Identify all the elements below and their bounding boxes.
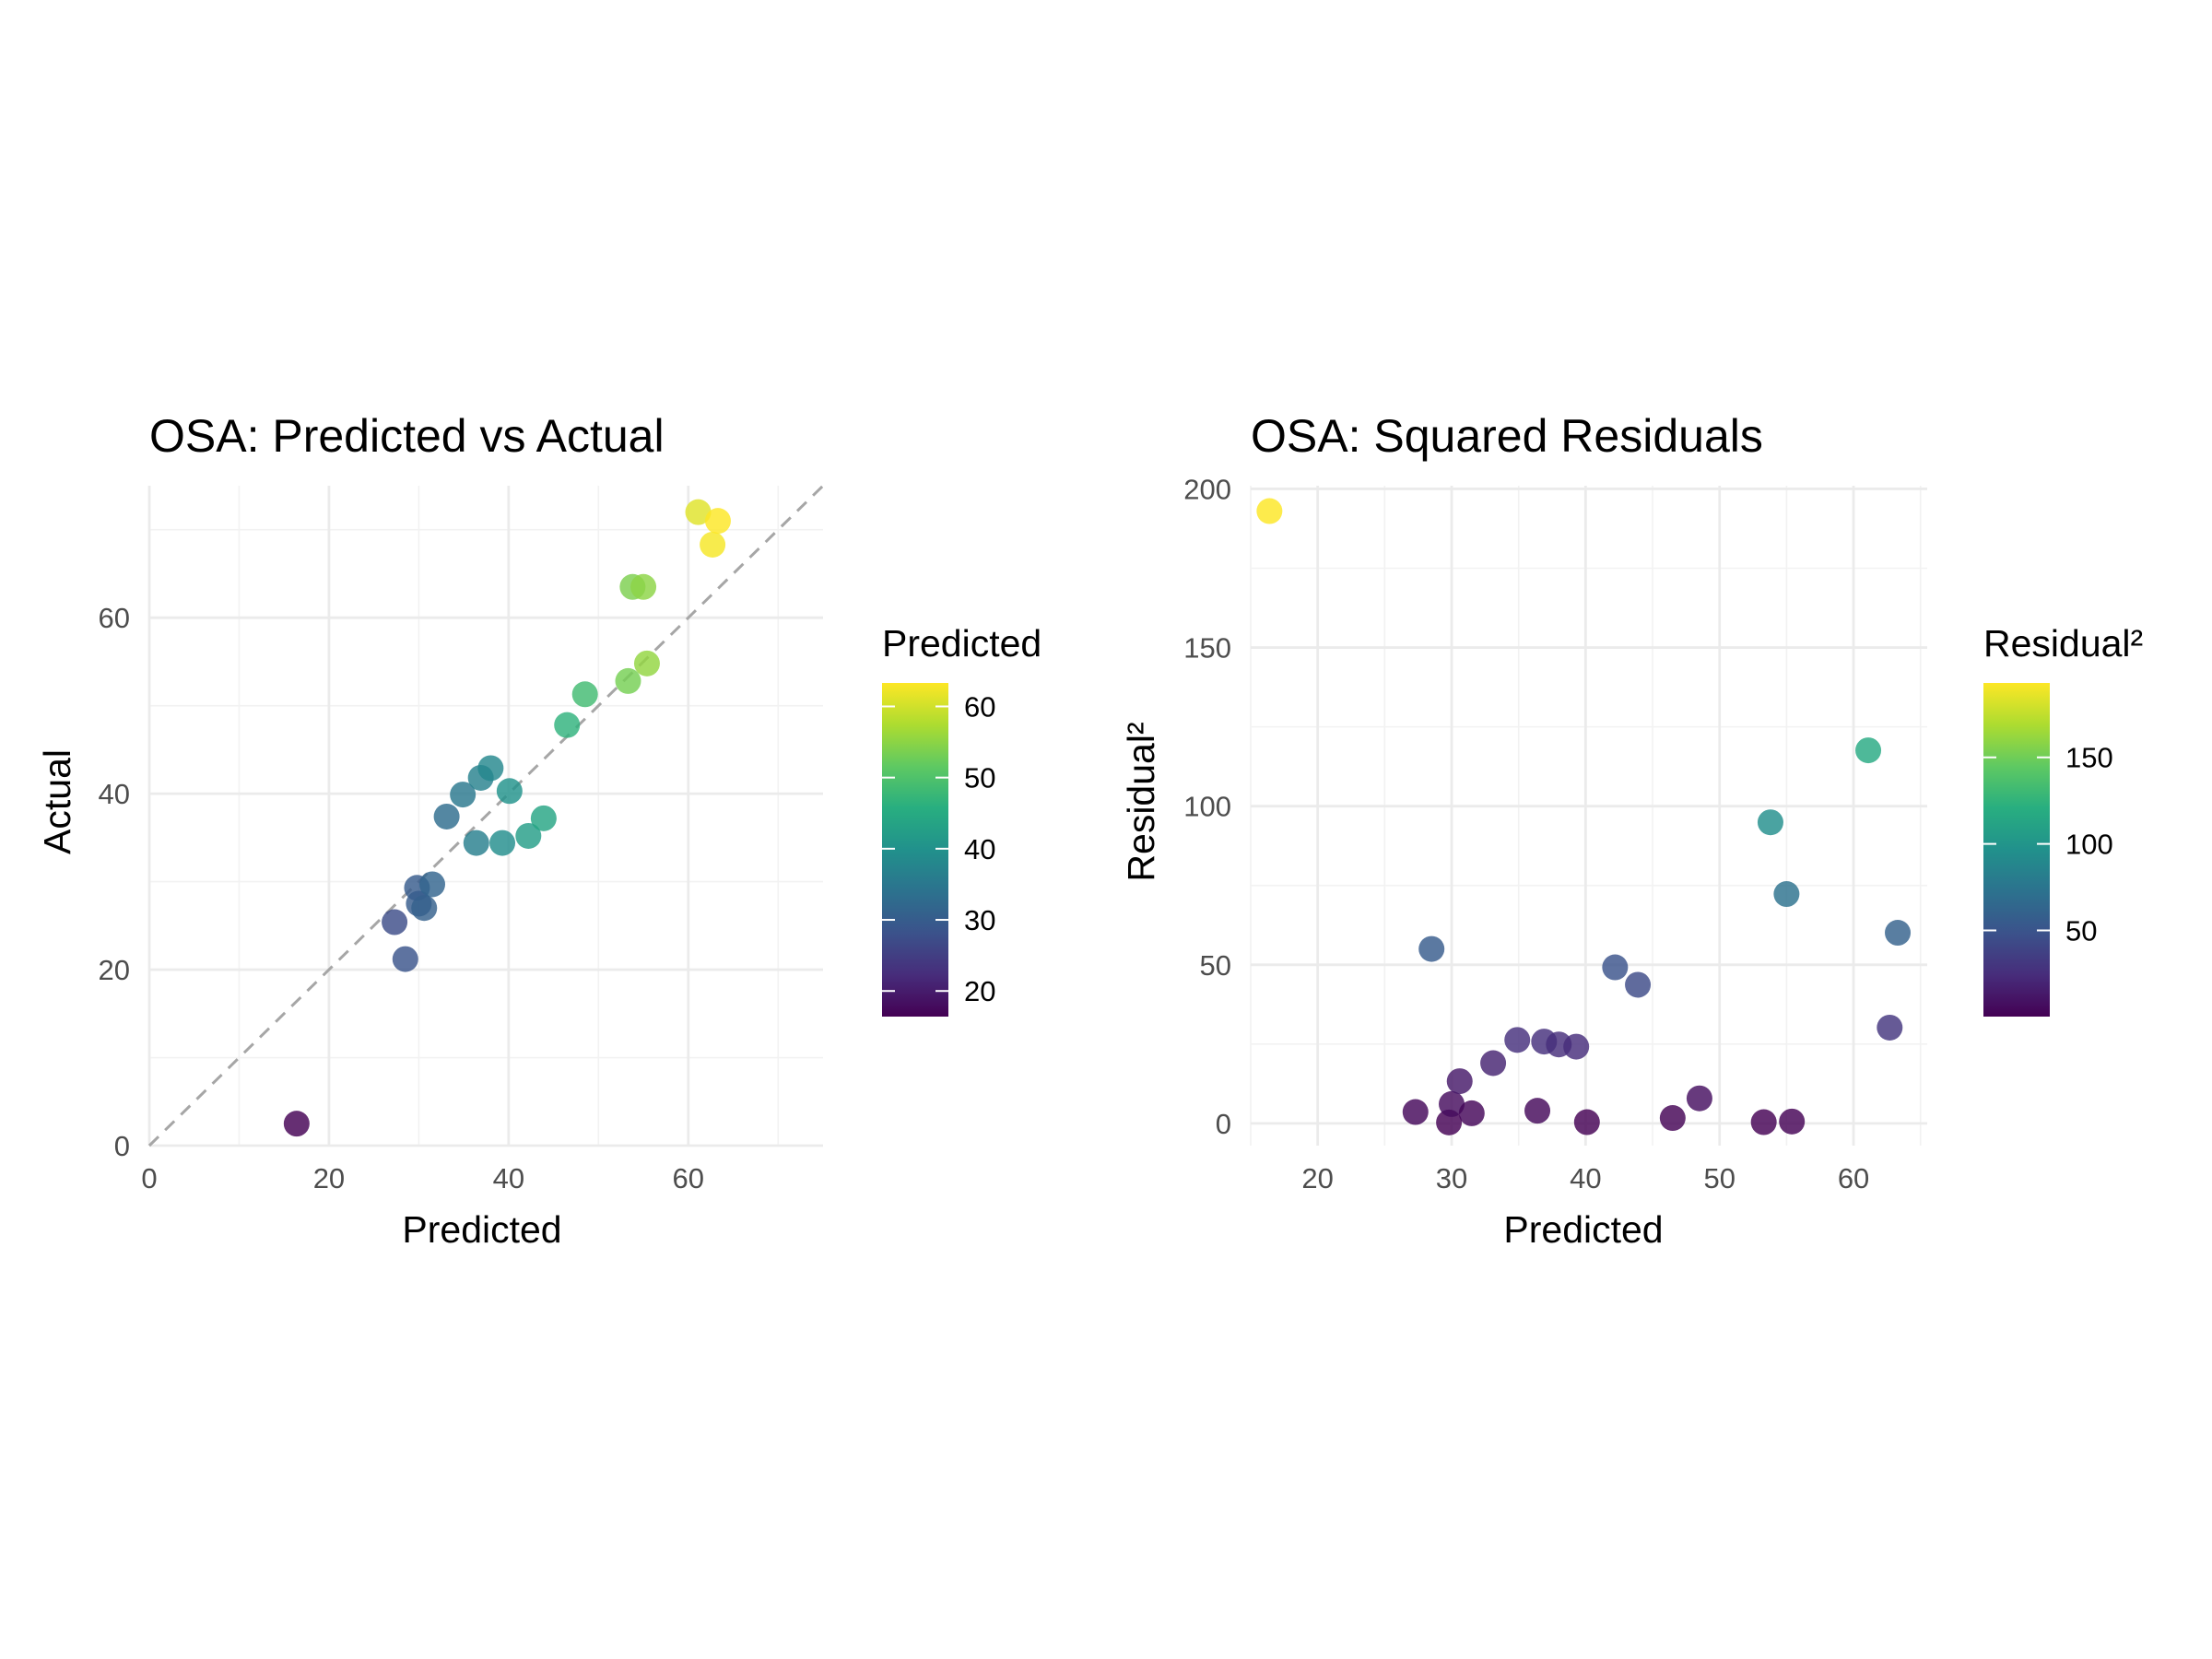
data-point xyxy=(615,667,641,694)
data-point xyxy=(1773,881,1800,908)
left-panel: OSA: Predicted vs Actual 0 20 40 60 0 20 40 60… xyxy=(36,410,1041,1251)
left-x-tick-labels: 0 20 40 60 xyxy=(141,1162,704,1194)
data-point xyxy=(1885,920,1912,947)
data-point xyxy=(630,573,657,600)
data-point xyxy=(433,803,460,830)
right-legend-title: Residual² xyxy=(1983,622,2143,665)
data-point xyxy=(411,895,438,922)
left-gridlines xyxy=(147,486,823,1147)
right-x-axis-label: Predicted xyxy=(1503,1208,1663,1251)
data-point xyxy=(1458,1100,1485,1126)
left-points xyxy=(283,499,731,1137)
data-point xyxy=(554,712,581,738)
x-tick-label: 20 xyxy=(313,1162,345,1194)
right-x-tick-labels: 20 30 40 50 60 xyxy=(1301,1162,1869,1194)
y-tick-label: 40 xyxy=(99,778,130,810)
left-x-axis-label: Predicted xyxy=(402,1208,561,1251)
left-colorbar-ticks: 20 30 40 50 60 xyxy=(882,690,995,1007)
x-tick-label: 60 xyxy=(1838,1162,1869,1194)
colorbar-tick-label: 30 xyxy=(964,904,995,936)
data-point xyxy=(530,805,557,831)
data-point xyxy=(1256,498,1283,524)
data-point xyxy=(463,830,489,856)
y-tick-label: 0 xyxy=(114,1130,130,1162)
right-colorbar-ticks: 50 100 150 xyxy=(1983,742,2113,947)
data-point xyxy=(1686,1085,1712,1112)
x-tick-label: 60 xyxy=(673,1162,704,1194)
data-point xyxy=(571,681,598,708)
data-point xyxy=(419,871,446,898)
colorbar-tick-label: 60 xyxy=(964,690,995,723)
left-panel-title: OSA: Predicted vs Actual xyxy=(149,410,665,462)
left-y-axis-label: Actual xyxy=(36,749,78,854)
identity-reference-line xyxy=(147,484,825,1147)
data-point xyxy=(704,508,731,535)
x-tick-label: 20 xyxy=(1301,1162,1333,1194)
left-colorbar xyxy=(882,683,948,1017)
data-point xyxy=(392,946,418,972)
data-point xyxy=(382,909,408,935)
data-point xyxy=(1439,1090,1465,1117)
colorbar-tick-label: 100 xyxy=(2065,829,2113,861)
left-legend-title: Predicted xyxy=(882,622,1041,665)
data-point xyxy=(1877,1014,1903,1041)
data-point xyxy=(1659,1105,1686,1132)
data-point xyxy=(1504,1027,1531,1053)
data-point xyxy=(700,531,726,558)
x-tick-label: 0 xyxy=(141,1162,157,1194)
x-tick-label: 40 xyxy=(1570,1162,1601,1194)
data-point xyxy=(1418,935,1445,962)
right-points xyxy=(1256,498,1912,1135)
right-legend: Residual² 50 100 150 xyxy=(1983,622,2143,1017)
y-tick-label: 60 xyxy=(99,602,130,634)
data-point xyxy=(1480,1050,1507,1077)
data-point xyxy=(1563,1033,1590,1060)
data-point xyxy=(685,499,712,525)
y-tick-label: 100 xyxy=(1183,791,1231,823)
data-point xyxy=(489,830,516,856)
data-point xyxy=(1750,1109,1777,1135)
right-panel-title: OSA: Squared Residuals xyxy=(1251,410,1763,462)
y-tick-label: 150 xyxy=(1183,632,1231,665)
colorbar-tick-label: 50 xyxy=(964,762,995,794)
left-legend: Predicted 20 30 40 50 60 xyxy=(882,622,1041,1017)
colorbar-tick-label: 20 xyxy=(964,975,995,1007)
data-point xyxy=(1524,1098,1551,1124)
colorbar-tick-label: 50 xyxy=(2065,914,2097,947)
y-tick-label: 0 xyxy=(1216,1108,1231,1140)
y-tick-label: 200 xyxy=(1183,473,1231,505)
right-colorbar xyxy=(1983,683,2050,1017)
data-point xyxy=(515,822,542,849)
data-point xyxy=(1602,954,1629,981)
data-point xyxy=(1625,971,1652,998)
colorbar-tick-label: 150 xyxy=(2065,742,2113,774)
data-point xyxy=(1446,1068,1473,1095)
right-y-tick-labels: 0 50 100 150 200 xyxy=(1183,473,1231,1139)
y-tick-label: 20 xyxy=(99,954,130,986)
data-point xyxy=(496,778,523,805)
data-point xyxy=(1855,737,1882,764)
x-tick-label: 40 xyxy=(493,1162,524,1194)
data-point xyxy=(633,650,660,677)
data-point xyxy=(283,1111,310,1137)
y-tick-label: 50 xyxy=(1200,949,1231,982)
colorbar-tick-label: 40 xyxy=(964,833,995,865)
data-point xyxy=(450,782,477,808)
x-tick-label: 50 xyxy=(1703,1162,1735,1194)
data-point xyxy=(1779,1108,1806,1135)
data-point xyxy=(1573,1109,1600,1135)
left-y-tick-labels: 0 20 40 60 xyxy=(99,602,130,1162)
right-y-axis-label: Residual² xyxy=(1120,722,1162,881)
data-point xyxy=(1757,809,1783,836)
data-point xyxy=(1402,1099,1429,1125)
data-point xyxy=(477,755,504,782)
x-tick-label: 30 xyxy=(1436,1162,1467,1194)
right-panel: OSA: Squared Residuals 20 30 40 50 60 0 50 100… xyxy=(1120,410,2143,1251)
